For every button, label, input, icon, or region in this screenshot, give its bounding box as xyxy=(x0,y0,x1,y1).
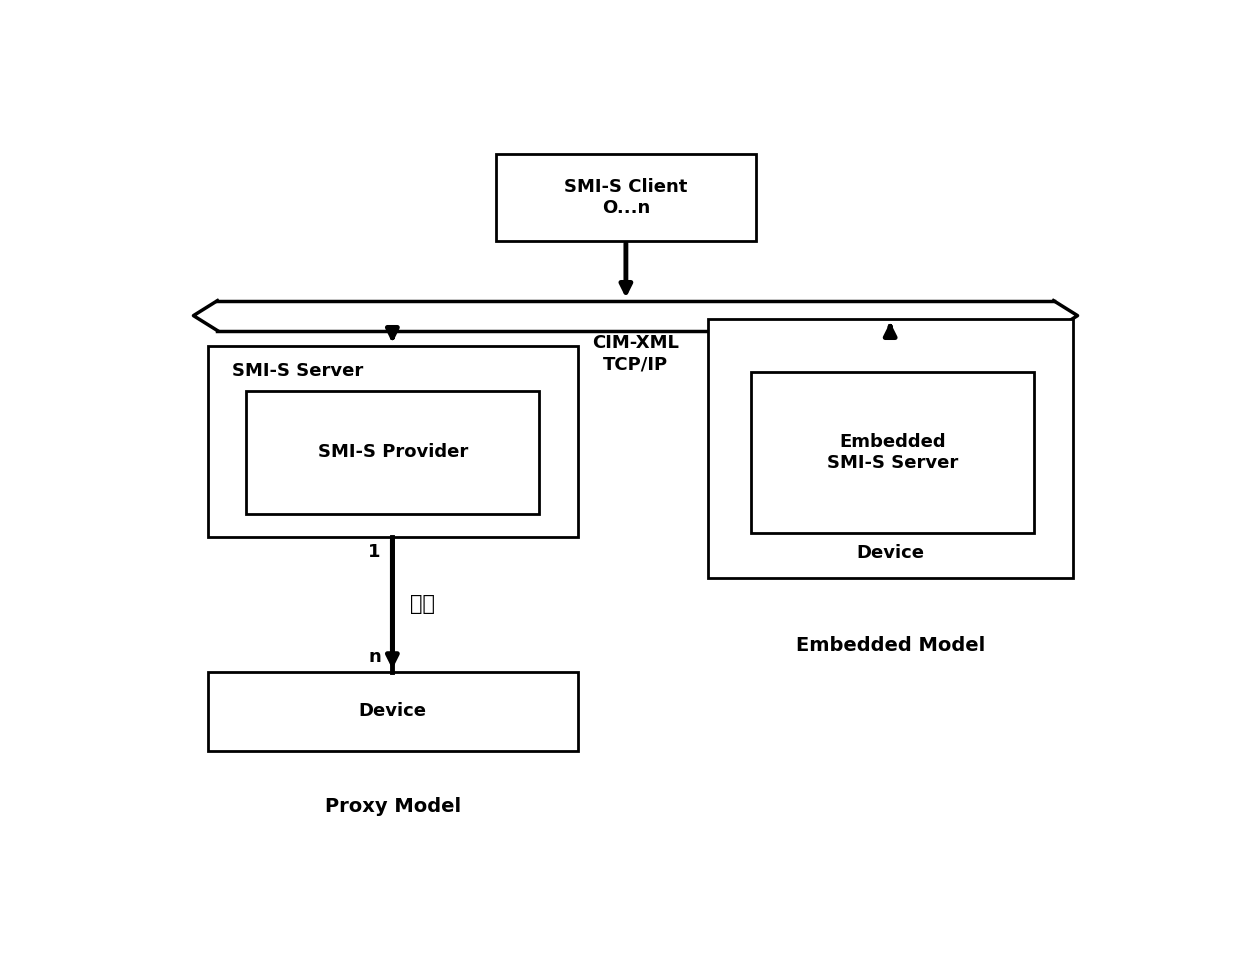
FancyBboxPatch shape xyxy=(208,672,578,751)
Text: Device: Device xyxy=(358,702,427,720)
Text: 授权: 授权 xyxy=(409,594,435,615)
FancyBboxPatch shape xyxy=(496,154,755,241)
FancyBboxPatch shape xyxy=(208,346,578,537)
FancyBboxPatch shape xyxy=(751,372,1034,533)
Text: n: n xyxy=(368,648,381,666)
Text: 1: 1 xyxy=(368,543,381,561)
Text: SMI-S Server: SMI-S Server xyxy=(232,362,363,380)
Text: SMI-S Client
O...n: SMI-S Client O...n xyxy=(564,178,687,217)
Text: SMI-S Provider: SMI-S Provider xyxy=(317,443,467,462)
Text: Embedded Model: Embedded Model xyxy=(796,636,985,656)
FancyBboxPatch shape xyxy=(247,391,539,514)
Text: Embedded
SMI-S Server: Embedded SMI-S Server xyxy=(827,433,959,471)
Text: Device: Device xyxy=(856,543,924,562)
FancyBboxPatch shape xyxy=(708,319,1073,579)
Text: CIM-XML
TCP/IP: CIM-XML TCP/IP xyxy=(591,334,680,373)
Text: Proxy Model: Proxy Model xyxy=(325,798,461,816)
